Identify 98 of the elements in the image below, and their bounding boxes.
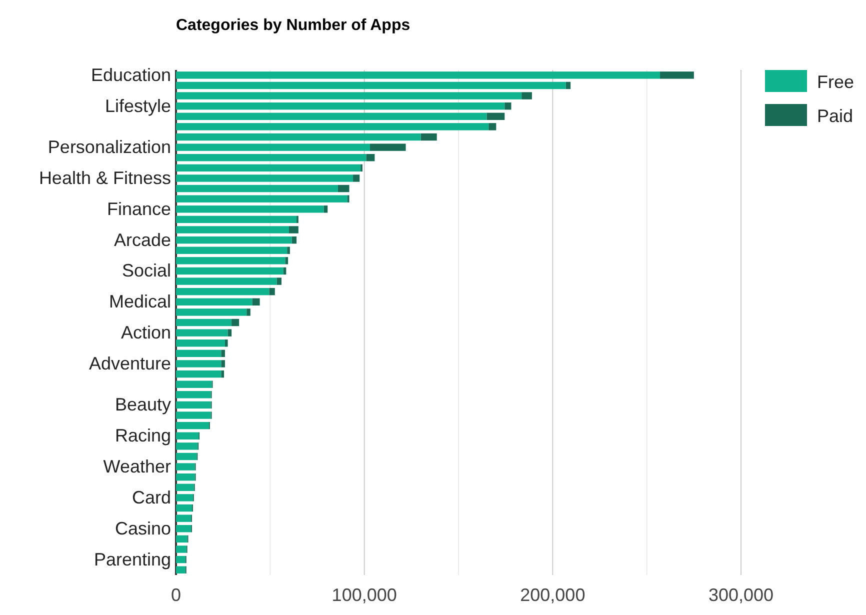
bar: [269, 288, 275, 296]
bar: [176, 226, 289, 234]
bar: [488, 123, 496, 130]
bar: [176, 412, 211, 419]
bar: [292, 236, 297, 244]
bar: [176, 370, 222, 378]
bar: [176, 164, 361, 172]
bar: [252, 298, 260, 306]
x-tick-label: 300,000: [708, 585, 774, 605]
bar: [176, 535, 188, 543]
chart-title: Categories by Number of Apps: [176, 17, 410, 34]
bar: [486, 112, 505, 120]
y-tick-label: Lifestyle: [104, 96, 171, 116]
x-tick-label: 200,000: [520, 585, 586, 605]
bar: [221, 360, 225, 368]
bar: [287, 246, 290, 254]
bar: [504, 102, 512, 110]
bar: [420, 133, 437, 141]
bar: [176, 174, 354, 182]
bar: [176, 391, 211, 398]
bar: [246, 308, 250, 316]
y-tick-label: Social: [122, 260, 171, 281]
bar: [176, 350, 222, 358]
bar: [176, 484, 194, 492]
bar: [276, 278, 282, 285]
bar: [566, 82, 571, 90]
y-tick-label: Weather: [103, 456, 172, 477]
bar: [176, 236, 292, 244]
bar: [176, 133, 421, 141]
bar: [176, 514, 192, 522]
bar: [176, 422, 209, 430]
bar: [176, 72, 660, 79]
bar: [176, 102, 505, 110]
bar: [176, 308, 247, 316]
bar: [176, 556, 186, 564]
bar: [289, 226, 298, 234]
bar: [176, 298, 252, 306]
bar: [176, 504, 192, 512]
bar: [176, 473, 195, 481]
bar: [176, 452, 197, 460]
y-tick-label: Medical: [108, 292, 171, 312]
y-tick-label: Racing: [114, 426, 171, 446]
bar: [176, 329, 228, 336]
bar: [176, 154, 366, 162]
bar: [176, 267, 284, 275]
bar: [324, 206, 328, 213]
legend-label: Paid: [817, 106, 854, 126]
y-tick-label: Education: [90, 64, 171, 85]
bar: [366, 154, 375, 162]
bar: [176, 525, 192, 532]
bar: [176, 216, 297, 224]
bar: [660, 72, 694, 79]
bar: [176, 195, 348, 202]
bar: [176, 340, 225, 347]
bar: [176, 288, 270, 296]
y-tick-label: Action: [120, 322, 171, 343]
bar: [176, 360, 222, 368]
bar: [176, 463, 195, 470]
bar: [338, 184, 350, 192]
bar: [176, 432, 199, 440]
bar: [370, 144, 406, 151]
bar: [353, 174, 360, 182]
bar: [221, 370, 224, 378]
bar: [176, 112, 487, 120]
bar: [221, 350, 225, 358]
y-tick-label: Adventure: [88, 353, 171, 374]
bar: [176, 401, 211, 409]
bar: [224, 340, 228, 347]
y-tick-label: Arcade: [114, 230, 171, 250]
bar: [522, 92, 532, 100]
bar: [176, 184, 338, 192]
bar: [176, 123, 489, 130]
bar: [228, 329, 232, 336]
bar: [176, 206, 324, 213]
bar: [176, 246, 288, 254]
bar: [176, 318, 232, 326]
bar: [176, 92, 522, 100]
bar: [176, 494, 193, 502]
bar: [285, 257, 288, 264]
y-tick-label: Finance: [106, 198, 171, 219]
y-tick-label: Casino: [114, 518, 171, 538]
bar: [176, 442, 198, 450]
x-tick-label: 0: [170, 585, 182, 605]
legend-label: Free: [817, 72, 854, 92]
bar: [176, 566, 186, 574]
y-tick-label: Health & Fitness: [38, 168, 171, 188]
bar: [176, 144, 370, 151]
bar: [232, 318, 240, 326]
y-tick-label: Parenting: [94, 549, 171, 570]
bar: [176, 82, 566, 90]
bar: [176, 380, 212, 388]
y-tick-label: Card: [132, 487, 171, 508]
bar: [176, 546, 186, 553]
x-tick-label: 100,000: [332, 585, 397, 605]
y-tick-label: Personalization: [48, 137, 171, 158]
bar: [176, 257, 286, 264]
y-tick-label: Beauty: [114, 394, 171, 415]
bar: [176, 278, 277, 285]
